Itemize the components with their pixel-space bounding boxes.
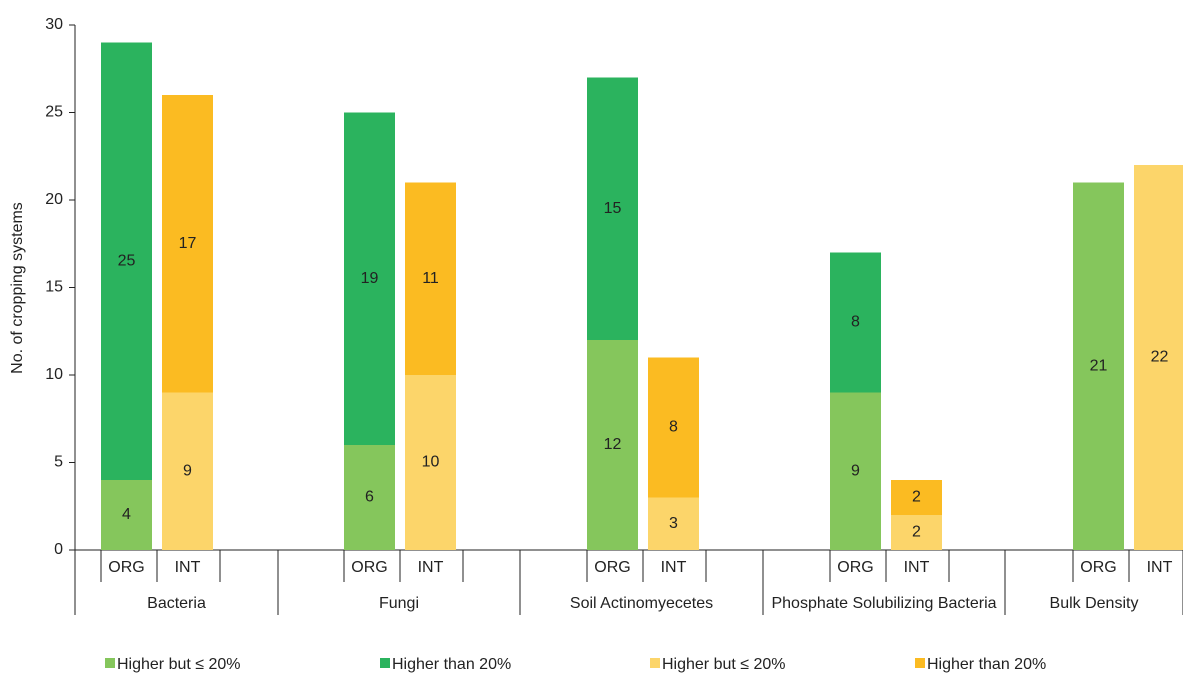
bar-segment <box>1073 182 1124 550</box>
data-label: 21 <box>1090 357 1108 374</box>
bar-segment <box>344 112 395 445</box>
data-label: 8 <box>851 314 860 331</box>
bar-segment <box>587 340 638 550</box>
bar-segment <box>162 95 213 393</box>
data-label: 3 <box>669 515 678 532</box>
bar-segment <box>162 392 213 550</box>
y-tick-label: 0 <box>54 541 63 558</box>
y-tick-label: 10 <box>45 366 63 383</box>
subcategory-label: ORG <box>837 559 873 576</box>
bar-segment <box>101 480 152 550</box>
legend-swatch <box>650 658 660 668</box>
bar-segment <box>405 375 456 550</box>
category-label: Phosphate Solubilizing Bacteria <box>771 595 997 612</box>
data-label: 10 <box>422 454 440 471</box>
legend-label: Higher than 20% <box>392 656 511 673</box>
bar-segment <box>830 392 881 550</box>
y-tick-label: 30 <box>45 16 63 33</box>
bar-segment <box>648 497 699 550</box>
y-axis-label: No. of cropping systems <box>9 202 26 374</box>
y-tick-label: 15 <box>45 279 63 296</box>
data-label: 25 <box>118 252 136 269</box>
data-label: 2 <box>912 489 921 506</box>
legend-swatch <box>915 658 925 668</box>
y-tick-label: 25 <box>45 104 63 121</box>
data-label: 11 <box>422 270 439 287</box>
subcategory-label: ORG <box>108 559 144 576</box>
bar-segment <box>830 252 881 393</box>
subcategory-label: ORG <box>1080 559 1116 576</box>
data-label: 8 <box>669 419 678 436</box>
subcategory-label: INT <box>1147 559 1173 576</box>
category-label: Bulk Density <box>1049 595 1139 612</box>
data-label: 22 <box>1151 349 1169 366</box>
data-label: 4 <box>122 506 131 523</box>
bar-segment <box>891 515 942 550</box>
subcategory-label: INT <box>418 559 444 576</box>
y-tick-label: 5 <box>54 454 63 471</box>
legend-label: Higher but ≤ 20% <box>117 656 241 673</box>
y-tick-label: 20 <box>45 191 63 208</box>
bar-segment <box>648 357 699 498</box>
category-label: Fungi <box>378 595 420 612</box>
bar-segment <box>101 42 152 480</box>
bar-segment <box>1134 165 1183 550</box>
subcategory-label: INT <box>175 559 201 576</box>
data-label: 17 <box>179 235 197 252</box>
data-label: 9 <box>183 462 192 479</box>
subcategory-label: ORG <box>351 559 387 576</box>
legend-swatch <box>380 658 390 668</box>
subcategory-label: ORG <box>594 559 630 576</box>
data-label: 6 <box>365 489 374 506</box>
data-label: 15 <box>604 200 622 217</box>
bar-segment <box>587 77 638 340</box>
data-label: 19 <box>361 270 379 287</box>
category-label: Bacteria <box>147 595 206 612</box>
legend-label: Higher but ≤ 20% <box>662 656 786 673</box>
bar-segment <box>405 182 456 375</box>
bar-segment <box>344 445 395 550</box>
subcategory-label: INT <box>904 559 930 576</box>
data-label: 2 <box>912 524 921 541</box>
subcategory-label: INT <box>661 559 687 576</box>
legend-label: Higher than 20% <box>927 656 1046 673</box>
category-label: Soil Actinomyecetes <box>569 595 714 612</box>
data-label: 9 <box>851 462 860 479</box>
bar-segment <box>891 480 942 515</box>
legend-swatch <box>105 658 115 668</box>
data-label: 12 <box>604 436 622 453</box>
